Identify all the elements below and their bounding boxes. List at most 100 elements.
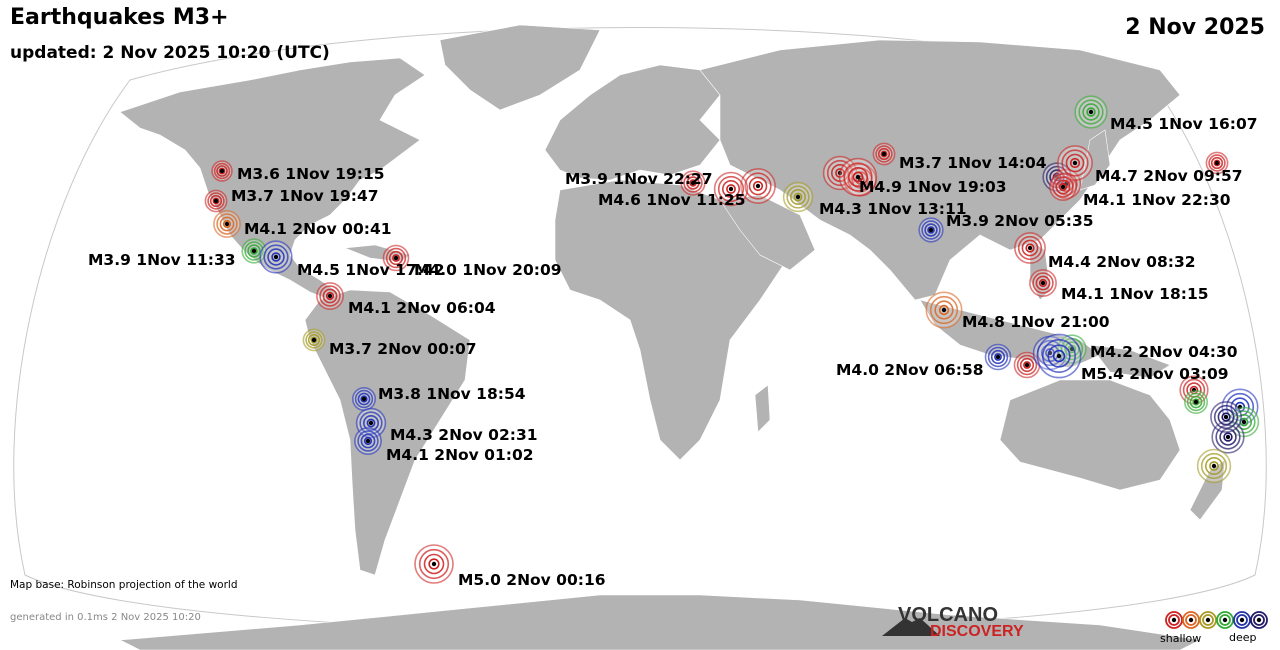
quake-marker-unlabeled[interactable] [740,168,776,204]
quake-ring [1210,156,1224,170]
quake-ring [267,248,285,266]
arabia [719,194,816,271]
quake-ring [212,197,220,205]
quake-ring [847,167,868,188]
quake-ring [877,147,891,161]
quake-marker[interactable] [355,407,387,439]
quake-ring [1047,344,1071,368]
legend-ring [1239,617,1245,623]
quake-marker[interactable] [302,328,326,352]
europe [544,64,721,181]
quake-label: M3.9 1Nov 11:33 [88,251,236,269]
quake-label: M4.3 1Nov 13:11 [819,200,967,218]
quake-marker[interactable] [211,160,233,182]
quake-marker[interactable] [713,171,749,207]
quake-marker[interactable] [1074,95,1108,129]
quake-ring [388,250,404,266]
quake-ring [793,192,803,202]
quake-label: M3.9 2Nov 05:35 [946,212,1094,230]
quake-ring [216,213,238,235]
quake-marker[interactable] [414,544,454,584]
legend-ring [1222,617,1228,623]
quake-epicenter-dot [855,174,861,180]
quake-label: M5.0 2Nov 00:16 [458,571,606,589]
quake-ring [216,165,228,177]
quake-epicenter-dot [1040,280,1046,286]
quake-label: M4.9 1Nov 19:03 [859,178,1007,196]
quake-ring [362,414,379,431]
quake-ring [1205,456,1224,475]
legend-ring [1199,611,1217,629]
quake-ring [990,349,1006,365]
legend-ring [1253,614,1265,626]
quake-marker[interactable] [316,282,344,310]
quake-ring [1019,357,1035,373]
quake-epicenter-dot [690,180,696,186]
quake-marker[interactable] [259,240,293,274]
quake-marker[interactable] [1036,333,1082,379]
quake-epicenter-dot [728,186,734,192]
quake-marker[interactable] [213,210,241,238]
quake-label: M3.6 1Nov 19:15 [237,165,385,183]
volcano-discovery-logo[interactable]: VOLCANO DISCOVERY [882,604,1024,640]
quake-ring [1213,404,1239,430]
quake-marker-unlabeled[interactable] [1184,389,1209,414]
new-guinea [1089,344,1171,379]
quake-epicenter-dot [1214,160,1220,166]
quake-marker[interactable] [838,157,878,197]
quake-ring [921,220,941,240]
quake-epicenter-dot [327,293,333,299]
legend-depth-swatch [1250,611,1268,629]
quake-marker-unlabeled[interactable] [1205,151,1229,175]
quake-ring [721,180,740,199]
quake-marker[interactable] [918,217,944,243]
quake-ring [1082,103,1100,121]
quake-ring [1086,107,1096,117]
quake-ring [1058,182,1068,192]
quake-epicenter-dot [755,183,761,189]
quake-marker[interactable] [204,189,228,213]
quake-ring [310,336,318,344]
asia [699,39,1181,301]
quake-ring [1189,395,1203,409]
legend-ring [1165,611,1183,629]
quake-ring [786,185,810,209]
quake-marker[interactable] [354,427,382,455]
quake-ring [875,145,893,163]
quake-marker[interactable] [782,181,814,213]
quake-ring [1055,179,1071,195]
quake-marker-unlabeled[interactable] [1210,401,1242,433]
quake-marker-unlabeled[interactable] [1196,448,1232,484]
quake-ring [271,252,281,262]
quake-ring [250,247,258,255]
greenland [439,24,601,111]
quake-epicenter-dot [361,396,367,402]
quake-marker[interactable] [984,343,1012,371]
quake-marker[interactable] [1014,232,1046,264]
generated-note: generated in 0.1ms 2 Nov 2025 10:20 [10,612,201,623]
quake-ring [1023,361,1031,369]
quake-epicenter-dot [251,248,257,254]
quake-marker[interactable] [382,244,410,272]
quake-ring [218,167,226,175]
quake-marker[interactable] [1049,173,1077,201]
quake-marker[interactable] [872,142,896,166]
quake-epicenter-dot [1056,353,1062,359]
quake-label: M4.6 1Nov 11:25 [598,191,746,209]
quake-ring [1052,349,1066,363]
quake-label: M4.3 2Nov 02:31 [390,426,538,444]
quake-label: M4.1 1Nov 18:15 [1061,285,1209,303]
volcano-icon [882,618,940,636]
quake-epicenter-dot [1223,414,1229,420]
quake-ring [366,418,376,428]
quake-ring [360,433,376,449]
quake-marker[interactable] [925,291,963,329]
quake-epicenter-dot [881,151,887,157]
quake-ring [1200,452,1228,480]
quake-marker[interactable] [351,386,376,411]
quake-ring [927,226,935,234]
quake-epicenter-dot [1241,419,1247,425]
quake-marker[interactable] [680,170,706,196]
quake-marker[interactable] [1029,269,1057,297]
